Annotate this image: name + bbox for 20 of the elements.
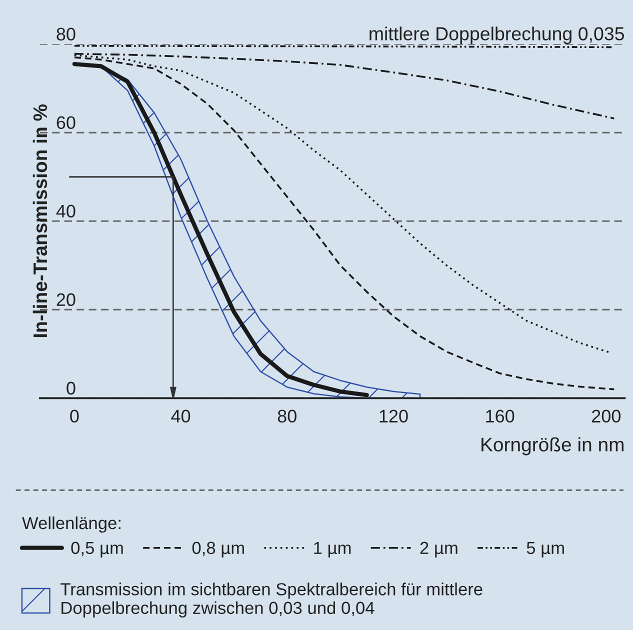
legend-title: Wellenlänge: xyxy=(22,516,120,533)
text: Transmission im sichtbaren Spektralbereich für mittlere Doppelbrechung zwischen 0,03 und 0,04 xyxy=(60,582,482,618)
x-tick-label: 160 xyxy=(486,410,514,423)
y-tick-label: 60 xyxy=(56,116,76,130)
y-tick-label: 80 xyxy=(56,28,76,41)
x-tick-label: 200 xyxy=(592,410,621,423)
y-axis-title: In-line-Transmission in % xyxy=(32,104,48,338)
legend-label: 0,8 µm xyxy=(192,542,244,558)
x-tick-label: 40 xyxy=(171,410,190,423)
x-tick-label: 120 xyxy=(380,410,408,423)
legend-label: 2 µm xyxy=(420,542,458,558)
legend-label: 5 µm xyxy=(526,542,564,558)
x-tick-label: 80 xyxy=(278,410,296,423)
y-tick-label: 20 xyxy=(56,293,76,306)
y-tick-label: 0 xyxy=(66,382,76,395)
legend-label: 1 µm xyxy=(314,542,351,558)
y-tick-label: 40 xyxy=(56,204,76,218)
text: mittlere Doppelbrechung 0,035 xyxy=(370,26,624,44)
legend-label: 0,5 µm xyxy=(71,542,123,558)
x-axis-title: Korngröße in nm xyxy=(482,437,624,456)
